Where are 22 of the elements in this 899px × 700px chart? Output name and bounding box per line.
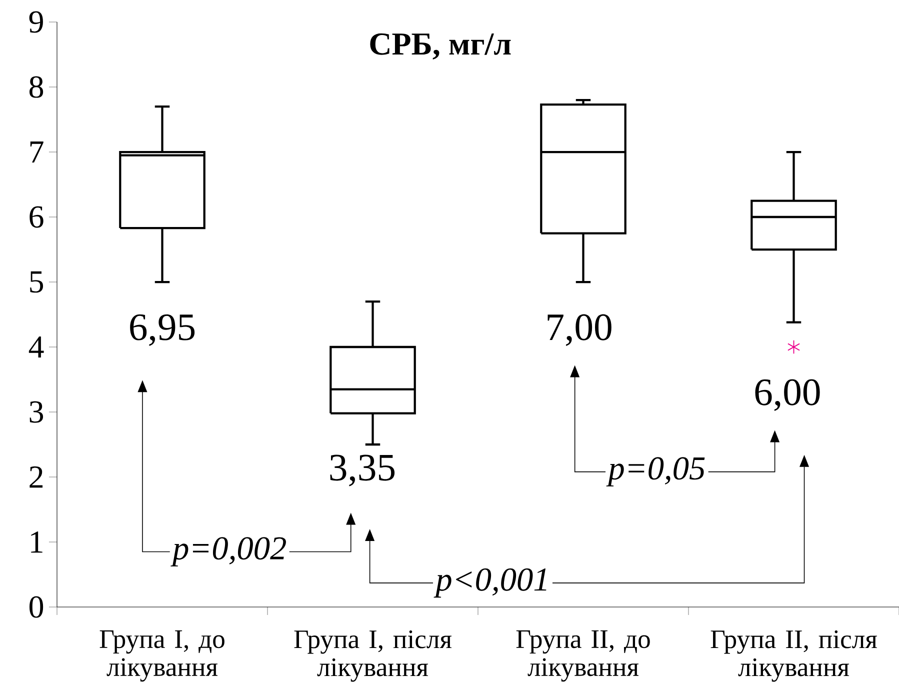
y-tick-label: 9 xyxy=(29,11,43,33)
annotation: 3,35 xyxy=(330,454,395,486)
y-tick-label: 0 xyxy=(30,596,44,618)
y-tick-label: 3 xyxy=(30,401,44,423)
y-tick-label: 2 xyxy=(30,466,43,488)
annotation: 6,95 xyxy=(130,314,195,346)
annotation: 7,00 xyxy=(548,314,612,346)
annotation: p<0,001 xyxy=(434,568,546,598)
x-tick-label: Група ІІ, після лікування xyxy=(710,630,877,682)
x-tick-label: Група І, до лікування xyxy=(100,630,224,682)
x-tick-label: Група І, після лікування xyxy=(294,630,452,682)
annotation: p=0,002 xyxy=(170,537,286,566)
y-tick-label: 4 xyxy=(28,336,44,358)
y-tick-label: 7 xyxy=(30,142,44,162)
y-tick-label: 8 xyxy=(30,76,44,98)
chart-title: СРБ, мг/л xyxy=(370,33,511,60)
annotation: 6,00 xyxy=(755,379,820,411)
y-tick-label: 5 xyxy=(30,271,44,293)
y-tick-label: 1 xyxy=(31,531,42,553)
x-tick-label: Група ІІ, до лікування xyxy=(516,630,650,682)
annotation: p=0,05 xyxy=(606,457,705,486)
y-tick-label: 6 xyxy=(30,206,44,228)
